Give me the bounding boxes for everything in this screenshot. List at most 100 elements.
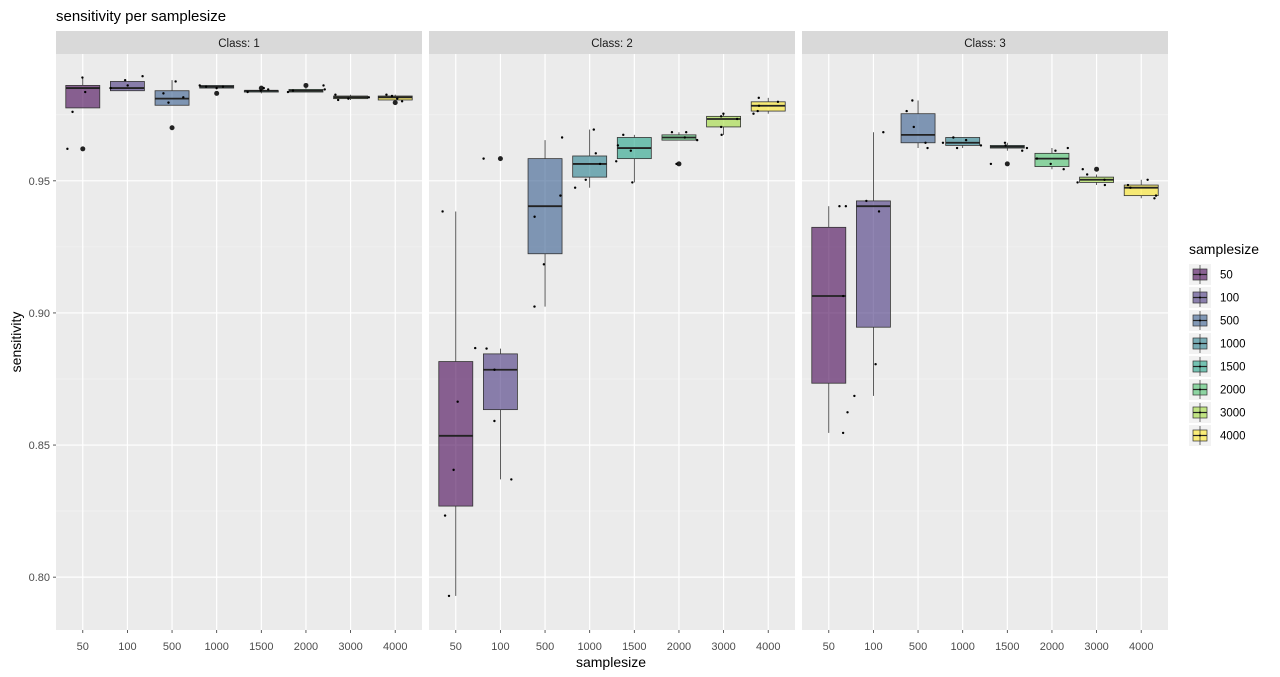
legend-item-1500: 1500 — [1189, 356, 1246, 377]
jitter-point — [1066, 146, 1070, 150]
facet-panel-3: Class: 3 50 100 500 1000 1500 2000 3000 4000 — [802, 31, 1168, 653]
box-3000 — [1076, 166, 1114, 187]
jitter-point — [71, 110, 74, 114]
jitter-point — [1126, 183, 1130, 187]
jitter-point — [853, 394, 856, 398]
box-body — [1034, 152, 1070, 167]
legend-item-2000: 2000 — [1189, 379, 1246, 400]
x-tick-label: 4000 — [756, 641, 780, 653]
jitter-point — [510, 478, 513, 481]
box-1000 — [941, 136, 983, 150]
legend-key-point — [1199, 388, 1201, 391]
facet-strip — [802, 31, 1168, 54]
facet-strip-label: Class: 2 — [591, 38, 633, 50]
jitter-point — [385, 93, 388, 96]
jitter-point — [955, 146, 959, 150]
legend-item-4000: 4000 — [1189, 425, 1246, 446]
box-2000 — [286, 82, 326, 94]
chart-title: sensitivity per samplesize — [56, 8, 226, 25]
jitter-point — [81, 76, 84, 79]
box-4000 — [1123, 178, 1159, 200]
jitter-point — [926, 146, 929, 150]
jitter-point — [126, 84, 129, 87]
jitter-point — [182, 96, 185, 99]
x-tick-label: 3000 — [338, 641, 362, 653]
outlier-point — [214, 90, 220, 96]
jitter-point — [533, 215, 536, 218]
x-tick-label: 4000 — [1129, 641, 1153, 653]
x-tick-label: 1000 — [577, 641, 601, 653]
jitter-point — [221, 85, 225, 88]
jitter-point — [1054, 149, 1057, 152]
x-tick-label: 2000 — [1040, 641, 1064, 653]
box-500 — [900, 99, 936, 150]
y-tick-label: 0.90 — [29, 308, 50, 320]
x-tick-label: 1500 — [995, 641, 1019, 653]
legend-key-point — [1199, 365, 1201, 368]
box-1000 — [198, 84, 235, 96]
legend-item-3000: 3000 — [1189, 402, 1246, 423]
jitter-point — [441, 210, 444, 213]
jitter-point — [615, 160, 618, 163]
jitter-point — [719, 115, 723, 118]
box-body — [811, 226, 847, 384]
jitter-point — [474, 346, 477, 350]
legend-item-50: 50 — [1189, 264, 1233, 285]
jitter-point — [1103, 178, 1106, 181]
jitter-point — [493, 368, 496, 371]
jitter-point — [123, 78, 127, 82]
legend-title: samplesize — [1189, 241, 1259, 257]
jitter-point — [174, 80, 177, 83]
legend-key-point — [1199, 342, 1201, 345]
facet-panel-2: Class: 2 50 100 500 1000 1500 2000 3000 4000 — [429, 31, 795, 653]
jitter-point — [683, 136, 687, 139]
jitter-point — [559, 194, 562, 197]
box-body — [572, 155, 608, 178]
outlier-point — [303, 82, 309, 88]
legend-item-100: 100 — [1189, 287, 1239, 308]
jitter-point — [322, 84, 325, 87]
jitter-point — [905, 109, 908, 113]
box-3000 — [706, 112, 741, 137]
x-tick-label: 4000 — [383, 641, 407, 653]
jitter-point — [396, 97, 399, 100]
legend: samplesize 50 100 500 1000 1500 2000 3000 4000 — [1189, 241, 1259, 446]
jitter-point — [675, 162, 678, 166]
box-50 — [811, 204, 849, 435]
jitter-point — [670, 131, 674, 134]
jitter-point — [865, 199, 868, 203]
jitter-point — [752, 112, 755, 115]
y-axis-title: sensitivity — [8, 312, 24, 373]
outlier-point — [497, 156, 503, 162]
y-tick-label: 0.80 — [29, 572, 50, 584]
x-axis-title: samplesize — [576, 654, 646, 670]
jitter-point — [167, 101, 170, 104]
jitter-point — [695, 138, 699, 142]
jitter-point — [456, 400, 459, 403]
jitter-point — [390, 94, 394, 98]
legend-label: 1500 — [1220, 362, 1246, 374]
jitter-point — [719, 125, 723, 129]
jitter-point — [266, 88, 270, 91]
jitter-point — [877, 210, 881, 213]
box-100 — [853, 131, 891, 398]
box-1000 — [572, 128, 608, 189]
jitter-point — [911, 99, 914, 102]
box-body — [65, 85, 101, 109]
legend-key-point — [1199, 273, 1201, 276]
jitter-point — [493, 419, 496, 423]
box-3000 — [333, 93, 371, 102]
outlier-point — [1094, 166, 1100, 172]
legend-key-point — [1199, 319, 1201, 322]
legend-key-point — [1199, 434, 1201, 437]
jitter-point — [1154, 194, 1158, 197]
jitter-point — [1062, 168, 1065, 171]
jitter-point — [334, 93, 337, 96]
jitter-point — [841, 294, 845, 298]
legend-item-500: 500 — [1189, 310, 1239, 331]
jitter-point — [924, 141, 927, 144]
jitter-point — [1035, 157, 1039, 160]
x-tick-label: 1500 — [622, 641, 646, 653]
jitter-point — [1003, 141, 1007, 144]
